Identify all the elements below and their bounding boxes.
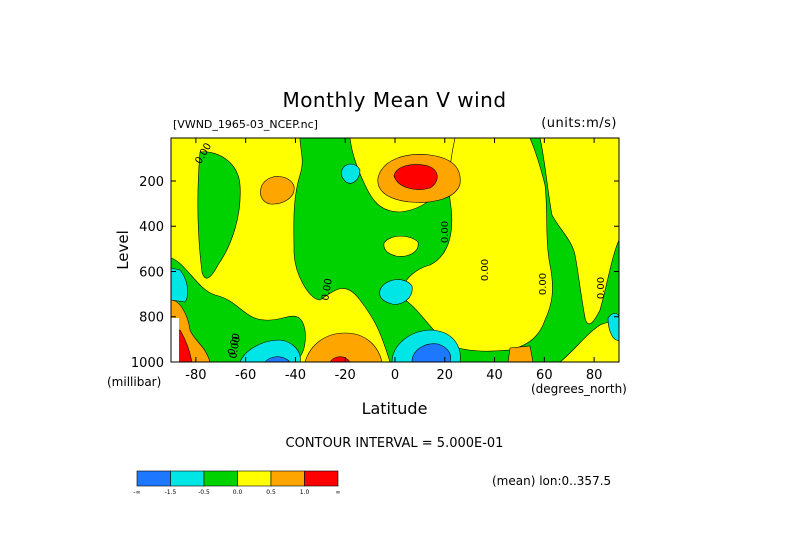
dataset-label: [VWND_1965-03_NCEP.nc]	[173, 118, 318, 131]
contour-label: 0.00	[596, 277, 607, 299]
y-tick-label: 200	[139, 175, 164, 190]
contour-fill	[401, 138, 553, 352]
y-axis: 1000 800 600 400 200	[131, 175, 619, 371]
contour-fill	[539, 138, 619, 325]
y-axis-title: Level	[113, 230, 132, 270]
colorbar-label: ∞	[336, 489, 341, 496]
x-tick-label: 20	[437, 368, 454, 383]
colorbar-label: -1.5	[165, 489, 177, 496]
y-tick-label: 800	[139, 311, 164, 326]
contour-fill	[260, 176, 295, 205]
x-axis-title: Latitude	[361, 399, 428, 418]
x-tick-label: -60	[235, 368, 256, 383]
x-axis-unit: (degrees_north)	[531, 382, 627, 396]
colorbar: -∞ -1.5 -0.5 0.0 0.5 1.0 ∞	[133, 470, 341, 496]
y-axis-unit: (millibar)	[107, 375, 162, 389]
contour-fill	[239, 339, 301, 362]
averaging-label: (mean) lon:0..357.5	[492, 474, 612, 488]
contour-fill	[607, 313, 619, 341]
contour-fill	[197, 151, 241, 279]
contour-fill	[171, 257, 306, 362]
contour-label: 0.00	[228, 336, 243, 360]
contour-fill	[507, 345, 534, 362]
colorbar-label: 0.5	[266, 489, 276, 496]
x-axis: -80 -60 -40 -20 0 20 40 60 80	[185, 138, 602, 383]
x-tick-label: 40	[486, 368, 503, 383]
x-tick-label: 0	[391, 368, 399, 383]
contour-fill	[383, 235, 419, 257]
colorbar-swatch	[304, 470, 339, 487]
contour-fill	[411, 343, 451, 362]
contour-fill	[379, 279, 413, 305]
x-tick-label: -80	[185, 368, 206, 383]
colorbar-swatch	[203, 470, 238, 487]
x-tick-label: 60	[536, 368, 553, 383]
contour-interval-label: CONTOUR INTERVAL = 5.000E-01	[285, 436, 504, 451]
y-tick-label: 600	[139, 265, 164, 280]
contour-label: 0.00	[440, 221, 451, 243]
y-tick-label: 1000	[131, 356, 164, 371]
contour-fill-layer	[171, 138, 619, 362]
x-tick-label: -40	[285, 368, 306, 383]
colorbar-label: 0.0	[233, 489, 243, 496]
x-tick-label: -20	[335, 368, 356, 383]
chart-title: Monthly Mean V wind	[282, 88, 507, 112]
contour-label: 0.00	[320, 278, 335, 302]
x-tick-label: 80	[586, 368, 603, 383]
colorbar-swatch	[170, 470, 205, 487]
contour-fill	[393, 164, 438, 190]
contour-fill	[304, 332, 383, 362]
colorbar-label: -0.5	[198, 489, 210, 496]
colorbar-swatch	[270, 470, 305, 487]
contour-label: 0.00	[480, 259, 491, 281]
contour-label: 0.00	[538, 273, 549, 295]
colorbar-label: -∞	[133, 489, 140, 496]
missing-data-region	[171, 318, 179, 362]
contour-fill	[340, 163, 361, 184]
contour-fill	[171, 267, 189, 303]
colorbar-swatch	[136, 470, 171, 487]
units-label: (units:m/s)	[541, 116, 617, 131]
colorbar-label: 1.0	[300, 489, 310, 496]
y-tick-label: 400	[139, 220, 164, 235]
colorbar-swatch	[237, 470, 272, 487]
